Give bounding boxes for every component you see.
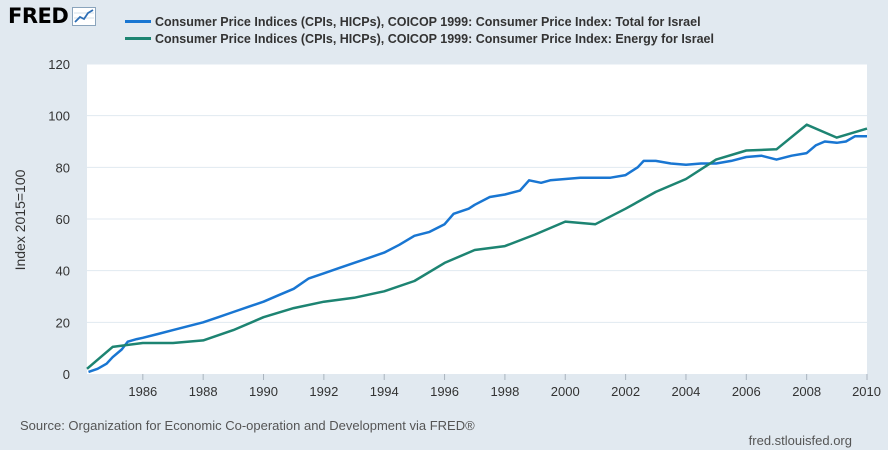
x-tick-label: 1986 (128, 384, 157, 399)
logo-text: FRED (8, 4, 69, 28)
legend-swatch-energy (125, 37, 151, 40)
y-tick-label: 120 (48, 57, 70, 72)
x-tick-label: 1990 (249, 384, 278, 399)
legend-item-total[interactable]: Consumer Price Indices (CPIs, HICPs), CO… (125, 13, 714, 30)
y-tick-label: 40 (56, 264, 70, 279)
x-tick-label: 2008 (792, 384, 821, 399)
legend-item-energy[interactable]: Consumer Price Indices (CPIs, HICPs), CO… (125, 30, 714, 47)
x-tick-label: 1994 (370, 384, 399, 399)
y-tick-label: 20 (56, 315, 70, 330)
source-note: Source: Organization for Economic Co-ope… (20, 418, 475, 433)
x-tick-label: 2010 (852, 384, 881, 399)
y-tick-label: 0 (63, 367, 70, 382)
x-tick-label: 1992 (309, 384, 338, 399)
site-url[interactable]: fred.stlouisfed.org (748, 433, 852, 448)
x-tick-label: 1988 (189, 384, 218, 399)
series-line-total (88, 135, 867, 374)
x-tick-label: 2006 (732, 384, 761, 399)
series-line-energy (86, 123, 868, 370)
x-tick-label: 1996 (430, 384, 459, 399)
chart-legend: Consumer Price Indices (CPIs, HICPs), CO… (125, 13, 714, 47)
legend-swatch-total (125, 20, 151, 23)
fred-logo[interactable]: FRED (8, 4, 97, 28)
x-tick-label: 1998 (490, 384, 519, 399)
y-tick-label: 100 (48, 109, 70, 124)
legend-label-total: Consumer Price Indices (CPIs, HICPs), CO… (155, 14, 701, 29)
x-tick-label: 2004 (671, 384, 700, 399)
legend-label-energy: Consumer Price Indices (CPIs, HICPs), CO… (155, 31, 714, 46)
chart-line-icon (72, 6, 97, 26)
y-tick-label: 60 (56, 212, 70, 227)
y-tick-label: 80 (56, 160, 70, 175)
x-tick-label: 2002 (611, 384, 640, 399)
x-tick-label: 2000 (551, 384, 580, 399)
